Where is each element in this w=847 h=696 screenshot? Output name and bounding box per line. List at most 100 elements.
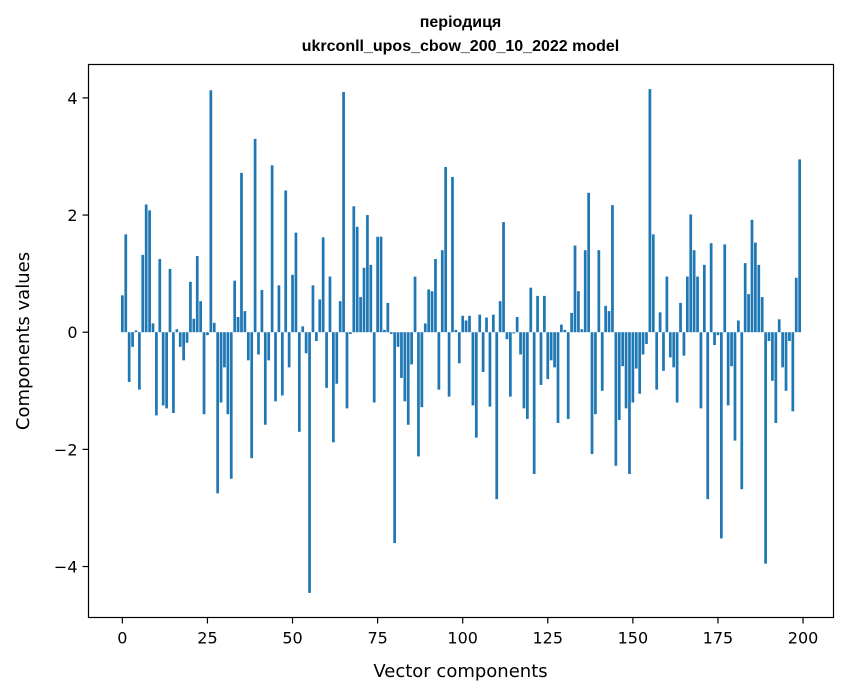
- bar-0: [121, 295, 124, 333]
- bar-164: [679, 302, 682, 333]
- bar-163: [675, 332, 679, 403]
- bar-195: [784, 332, 788, 391]
- bar-96: [447, 332, 451, 397]
- bar-135: [580, 329, 584, 333]
- bar-159: [662, 332, 665, 371]
- bar-139: [594, 332, 597, 415]
- bar-138: [590, 332, 594, 455]
- bar-84: [406, 332, 410, 425]
- bar-172: [706, 332, 710, 500]
- bar-43: [267, 332, 271, 361]
- x-tick-label-6: 150: [618, 629, 649, 648]
- bar-132: [570, 312, 573, 333]
- bar-68: [352, 206, 356, 333]
- bar-25: [206, 332, 209, 336]
- bar-156: [651, 234, 655, 333]
- bar-9: [151, 323, 155, 333]
- y-tick-label-1: −2: [54, 440, 78, 459]
- bar-185: [750, 219, 754, 333]
- bar-102: [468, 315, 471, 333]
- bar-123: [539, 332, 543, 385]
- bar-193: [777, 319, 781, 333]
- bar-22: [195, 256, 199, 333]
- bar-104: [474, 332, 478, 438]
- x-tick-label-5: 125: [533, 629, 564, 648]
- bar-46: [277, 285, 281, 333]
- bar-88: [420, 332, 424, 408]
- x-tick-label-1: 25: [197, 629, 217, 648]
- bar-167: [689, 214, 693, 333]
- bar-181: [737, 320, 740, 333]
- x-tick-label-2: 50: [282, 629, 302, 648]
- bar-78: [386, 302, 390, 333]
- bar-50: [291, 274, 294, 333]
- bar-76: [379, 236, 383, 333]
- bar-73: [369, 264, 373, 333]
- bar-33: [233, 280, 237, 333]
- bar-158: [658, 312, 662, 333]
- bar-87: [417, 332, 420, 457]
- bar-137: [587, 192, 590, 333]
- bar-91: [430, 291, 434, 333]
- bar-177: [723, 244, 727, 333]
- bar-115: [512, 332, 516, 334]
- bar-125: [546, 332, 550, 380]
- x-tick-label-4: 100: [447, 629, 478, 648]
- bar-64: [338, 301, 342, 333]
- bar-41: [260, 290, 264, 333]
- bar-103: [471, 332, 475, 406]
- bar-42: [263, 332, 267, 425]
- bar-192: [774, 332, 778, 424]
- bars-group: [121, 89, 801, 593]
- bar-199: [798, 159, 801, 333]
- bar-54: [304, 332, 308, 354]
- bar-95: [444, 167, 448, 333]
- bar-26: [209, 90, 213, 333]
- bar-28: [216, 332, 220, 494]
- bar-157: [655, 332, 659, 390]
- bar-90: [427, 289, 431, 333]
- bar-12: [161, 332, 165, 406]
- bar-143: [607, 311, 611, 333]
- bar-93: [437, 332, 441, 390]
- bar-198: [794, 277, 798, 333]
- bar-169: [696, 276, 699, 333]
- bar-162: [672, 332, 676, 368]
- y-tick-label-4: 4: [67, 89, 77, 108]
- bar-173: [709, 243, 713, 333]
- bar-10: [155, 332, 158, 416]
- bar-180: [733, 332, 737, 441]
- bar-15: [172, 332, 175, 414]
- bar-124: [543, 295, 546, 333]
- bar-170: [699, 332, 703, 409]
- bar-120: [529, 287, 533, 333]
- bar-122: [536, 295, 539, 333]
- bar-176: [720, 332, 723, 539]
- bar-179: [730, 332, 733, 367]
- bar-147: [621, 332, 625, 367]
- bar-31: [226, 332, 230, 415]
- bar-178: [726, 332, 730, 406]
- bar-71: [362, 267, 366, 333]
- bar-1: [124, 234, 128, 333]
- bar-29: [219, 332, 223, 403]
- bar-59: [321, 237, 325, 333]
- bar-58: [318, 299, 322, 333]
- bar-79: [389, 332, 393, 334]
- bar-11: [158, 258, 162, 333]
- bar-194: [781, 332, 784, 368]
- bar-110: [495, 332, 499, 500]
- bar-131: [566, 332, 570, 419]
- x-tick-label-7: 175: [703, 629, 734, 648]
- bar-19: [185, 332, 189, 343]
- bar-60: [325, 332, 328, 388]
- bar-27: [212, 322, 216, 333]
- bar-36: [243, 311, 247, 333]
- bar-101: [464, 320, 468, 333]
- y-axis-label: Components values: [13, 252, 34, 430]
- bar-63: [335, 332, 339, 384]
- bar-34: [236, 316, 240, 333]
- bar-152: [638, 332, 642, 394]
- bar-4: [134, 330, 138, 333]
- chart-title: періодиця: [420, 14, 502, 31]
